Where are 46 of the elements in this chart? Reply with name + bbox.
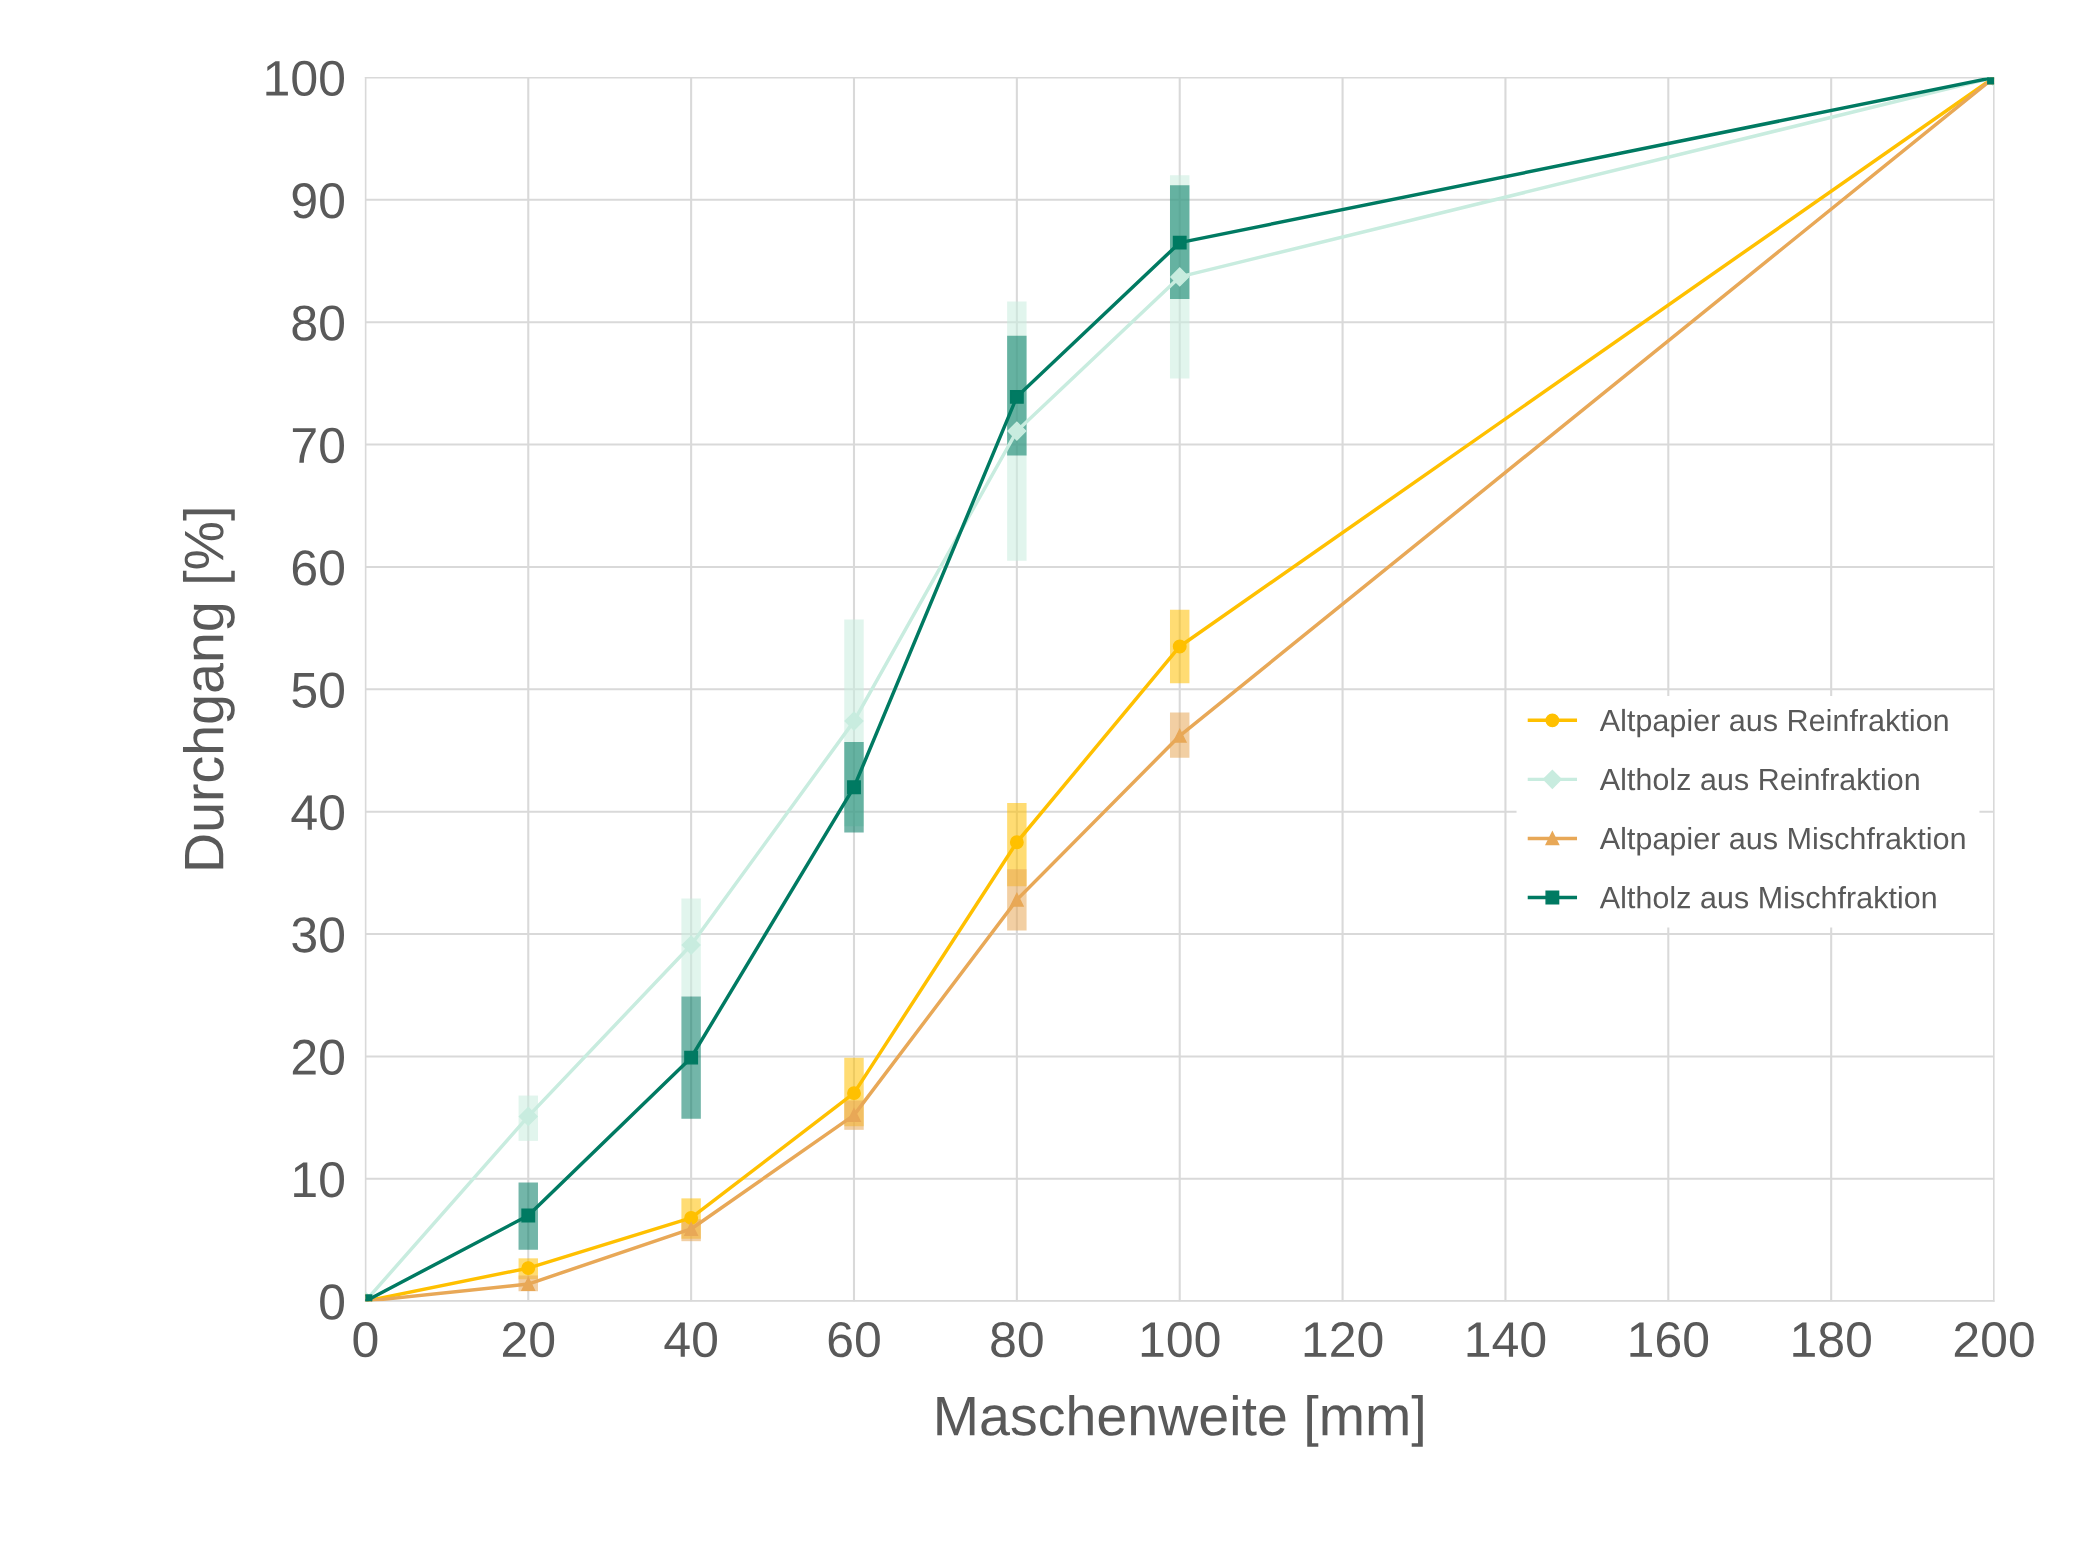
y-tick-label: 70 [292, 427, 345, 464]
point [1172, 728, 1187, 743]
point [684, 1222, 699, 1236]
x-axis-title: Maschenweite [mm] [937, 1394, 1423, 1447]
y-tick-label: 40 [291, 794, 345, 831]
x-tick-label: 200 [1954, 1321, 2034, 1358]
point [1172, 639, 1187, 654]
point [521, 1208, 536, 1223]
legend-label: Altholz aus Reinfraktion [1599, 767, 1919, 791]
y-tick-label: 80 [292, 305, 345, 341]
point [844, 711, 864, 731]
y-tick-label: 90 [292, 183, 345, 219]
y-tick-label: 100 [266, 60, 345, 97]
x-tick-label: 100 [1141, 1321, 1220, 1358]
x-tick-label: 60 [828, 1321, 880, 1358]
x-tick-label: 160 [1630, 1321, 1709, 1358]
point [1009, 892, 1024, 907]
point [1007, 421, 1027, 441]
point [847, 1108, 861, 1123]
legend-label: Altpapier aus Reinfraktion [1599, 708, 1948, 738]
y-tick-label: 10 [294, 1161, 345, 1198]
legend-label: Altholz aus Mischfraktion [1599, 885, 1936, 909]
y-tick-label: 20 [292, 1039, 345, 1076]
point [681, 935, 701, 955]
point [518, 1106, 538, 1126]
x-tick-label: 140 [1467, 1321, 1546, 1358]
y-axis-title: Durchgang [%] [182, 509, 235, 869]
x-tick-label: 80 [991, 1321, 1043, 1358]
x-tick-label: 180 [1793, 1321, 1871, 1358]
y-tick-label: 0 [320, 1284, 344, 1320]
point [684, 1050, 699, 1065]
point [1009, 389, 1024, 404]
point [847, 1086, 861, 1101]
y-tick-label: 50 [292, 672, 345, 708]
legend-label: Altpapier aus Mischfraktion [1599, 826, 1965, 856]
x-tick-label: 0 [353, 1321, 378, 1358]
y-tick-label: 60 [292, 550, 345, 586]
point [1170, 267, 1190, 287]
x-tick-label: 120 [1304, 1321, 1383, 1358]
y-tick-label: 30 [292, 917, 345, 953]
point [684, 1211, 699, 1225]
x-tick-label: 40 [664, 1321, 717, 1358]
point [1009, 835, 1024, 850]
point [1172, 235, 1187, 250]
point [847, 780, 861, 795]
x-tick-label: 20 [502, 1321, 555, 1358]
